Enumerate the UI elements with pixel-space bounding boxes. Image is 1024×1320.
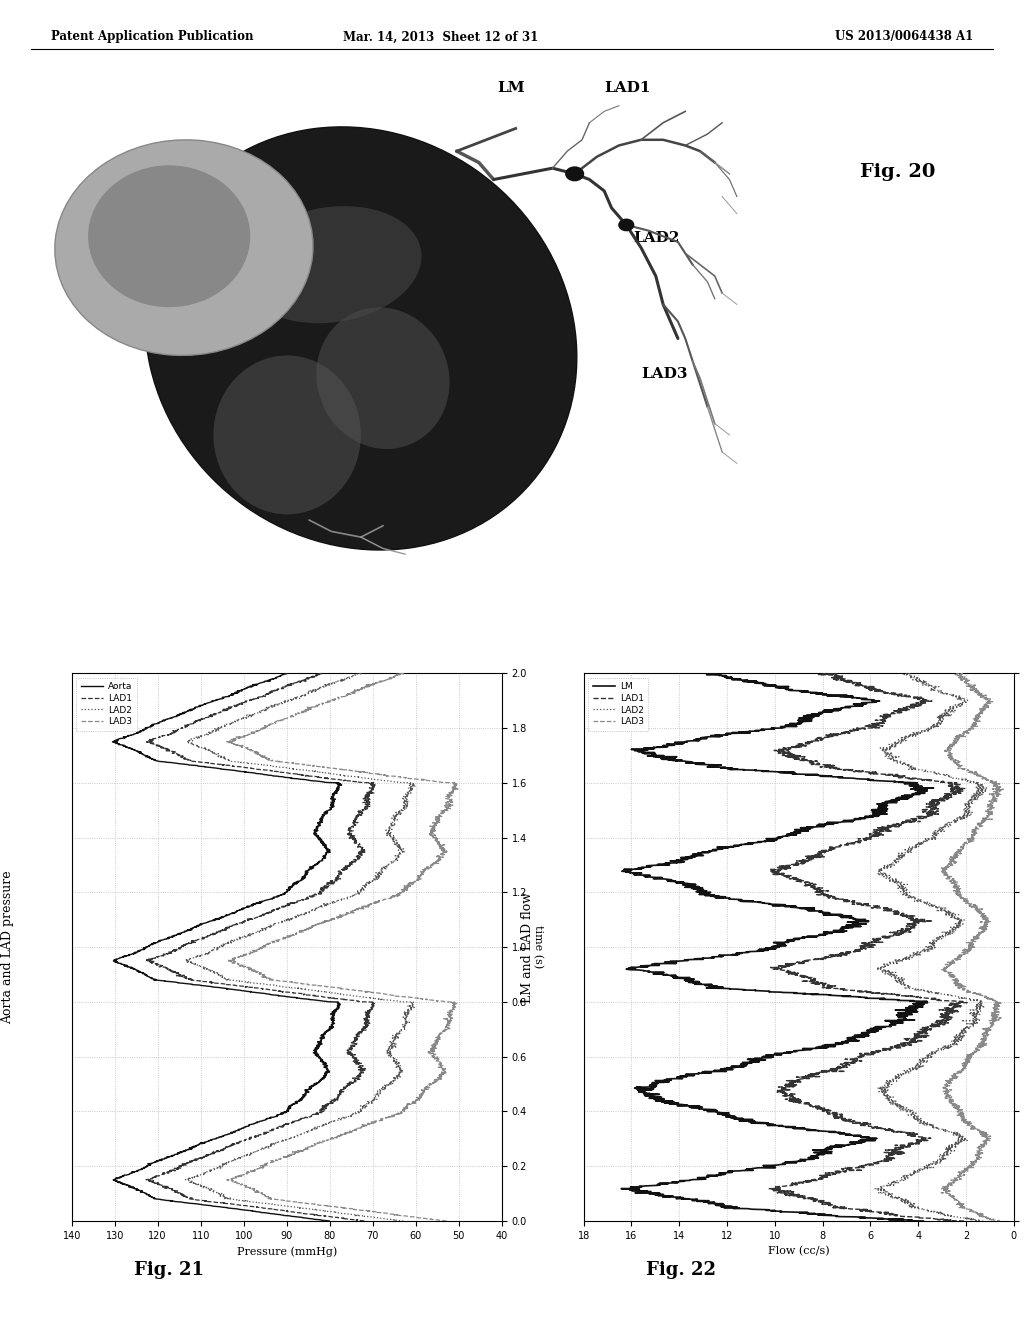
LAD2 bbox=[198, 946, 210, 962]
LAD2 bbox=[877, 1185, 889, 1201]
LAD2 bbox=[200, 961, 212, 977]
LAD1 bbox=[367, 781, 379, 797]
LAD3 bbox=[964, 681, 976, 697]
LAD3 bbox=[967, 681, 979, 697]
Line: LAD1: LAD1 bbox=[146, 673, 376, 1221]
LAD2 bbox=[927, 681, 939, 697]
Text: US 2013/0064438 A1: US 2013/0064438 A1 bbox=[835, 30, 973, 44]
LAD2 bbox=[356, 665, 369, 681]
Text: Fig. 21: Fig. 21 bbox=[134, 1261, 204, 1279]
LAD2 bbox=[980, 781, 992, 797]
LAD2 bbox=[907, 946, 920, 962]
Ellipse shape bbox=[242, 206, 422, 323]
LAD3 bbox=[447, 781, 460, 797]
LAD1 bbox=[271, 681, 284, 697]
Ellipse shape bbox=[144, 127, 577, 550]
LAD1 bbox=[819, 665, 831, 681]
LAD2 bbox=[210, 1185, 222, 1201]
LAD3 bbox=[957, 946, 970, 962]
LM bbox=[918, 1213, 930, 1229]
LAD2 bbox=[871, 961, 884, 977]
Text: Fig. 22: Fig. 22 bbox=[646, 1261, 716, 1279]
LAD3 bbox=[939, 1185, 951, 1201]
LAD1 bbox=[780, 1185, 793, 1201]
Text: Aorta and LAD pressure: Aorta and LAD pressure bbox=[1, 870, 13, 1024]
LAD3 bbox=[245, 961, 257, 977]
Line: LAD3: LAD3 bbox=[226, 673, 458, 1221]
LM bbox=[621, 961, 633, 977]
Aorta bbox=[128, 961, 140, 977]
LAD3 bbox=[990, 781, 1002, 797]
LAD2 bbox=[900, 665, 912, 681]
X-axis label: Flow (cc/s): Flow (cc/s) bbox=[768, 1246, 829, 1257]
Line: LAD3: LAD3 bbox=[941, 673, 1004, 1221]
LAD3 bbox=[354, 681, 367, 697]
LM bbox=[782, 681, 795, 697]
LM bbox=[639, 1185, 651, 1201]
Aorta bbox=[138, 1185, 151, 1201]
LAD3 bbox=[256, 1185, 268, 1201]
LAD2 bbox=[977, 1213, 989, 1229]
LAD1 bbox=[957, 781, 970, 797]
LAD2 bbox=[310, 681, 323, 697]
X-axis label: Pressure (mmHg): Pressure (mmHg) bbox=[237, 1246, 337, 1257]
LAD1 bbox=[862, 681, 874, 697]
Ellipse shape bbox=[213, 355, 360, 515]
Aorta bbox=[331, 781, 343, 797]
Circle shape bbox=[566, 168, 584, 181]
Aorta bbox=[123, 946, 135, 962]
Line: LM: LM bbox=[622, 673, 934, 1221]
Y-axis label: time (s): time (s) bbox=[534, 925, 544, 969]
LM bbox=[726, 946, 738, 962]
Aorta bbox=[238, 681, 250, 697]
LAD1 bbox=[315, 665, 328, 681]
LAD1 bbox=[159, 946, 171, 962]
Line: Aorta: Aorta bbox=[113, 673, 342, 1221]
Text: Patent Application Publication: Patent Application Publication bbox=[51, 30, 254, 44]
Text: LM: LM bbox=[498, 81, 525, 95]
Circle shape bbox=[618, 219, 634, 231]
LAD1 bbox=[829, 946, 842, 962]
LAD1 bbox=[271, 681, 284, 697]
Aorta bbox=[323, 1213, 335, 1229]
Text: Fig. 20: Fig. 20 bbox=[860, 162, 936, 181]
LAD1 bbox=[358, 1213, 371, 1229]
LAD3 bbox=[937, 961, 949, 977]
Line: LAD2: LAD2 bbox=[185, 673, 416, 1221]
LAD2 bbox=[312, 681, 325, 697]
Text: LAD3: LAD3 bbox=[641, 367, 687, 381]
Line: LAD1: LAD1 bbox=[769, 673, 968, 1221]
Text: LAD1: LAD1 bbox=[604, 81, 650, 95]
Line: LAD2: LAD2 bbox=[874, 673, 987, 1221]
LM bbox=[701, 665, 714, 681]
LAD1 bbox=[161, 961, 173, 977]
Ellipse shape bbox=[316, 308, 450, 449]
Legend: LM, LAD1, LAD2, LAD3: LM, LAD1, LAD2, LAD3 bbox=[588, 677, 648, 731]
Text: Mar. 14, 2013  Sheet 12 of 31: Mar. 14, 2013 Sheet 12 of 31 bbox=[343, 30, 538, 44]
LAD3 bbox=[991, 1213, 1004, 1229]
LAD2 bbox=[404, 781, 417, 797]
LAD3 bbox=[395, 665, 408, 681]
Legend: Aorta, LAD1, LAD2, LAD3: Aorta, LAD1, LAD2, LAD3 bbox=[76, 677, 136, 731]
LAD1 bbox=[174, 1185, 186, 1201]
Aorta bbox=[282, 665, 294, 681]
Aorta bbox=[239, 681, 251, 697]
LM bbox=[914, 781, 927, 797]
LM bbox=[780, 681, 793, 697]
LAD2 bbox=[397, 1213, 410, 1229]
Ellipse shape bbox=[55, 140, 313, 355]
Ellipse shape bbox=[88, 165, 250, 308]
LAD1 bbox=[957, 1213, 970, 1229]
LAD1 bbox=[867, 681, 880, 697]
Text: LM and LAD flow: LM and LAD flow bbox=[521, 891, 535, 1003]
Text: LAD2: LAD2 bbox=[634, 231, 680, 246]
LAD3 bbox=[355, 681, 368, 697]
LAD1 bbox=[766, 961, 778, 977]
LAD3 bbox=[440, 1213, 453, 1229]
LAD3 bbox=[950, 665, 963, 681]
LAD3 bbox=[237, 946, 249, 962]
LAD2 bbox=[926, 681, 938, 697]
